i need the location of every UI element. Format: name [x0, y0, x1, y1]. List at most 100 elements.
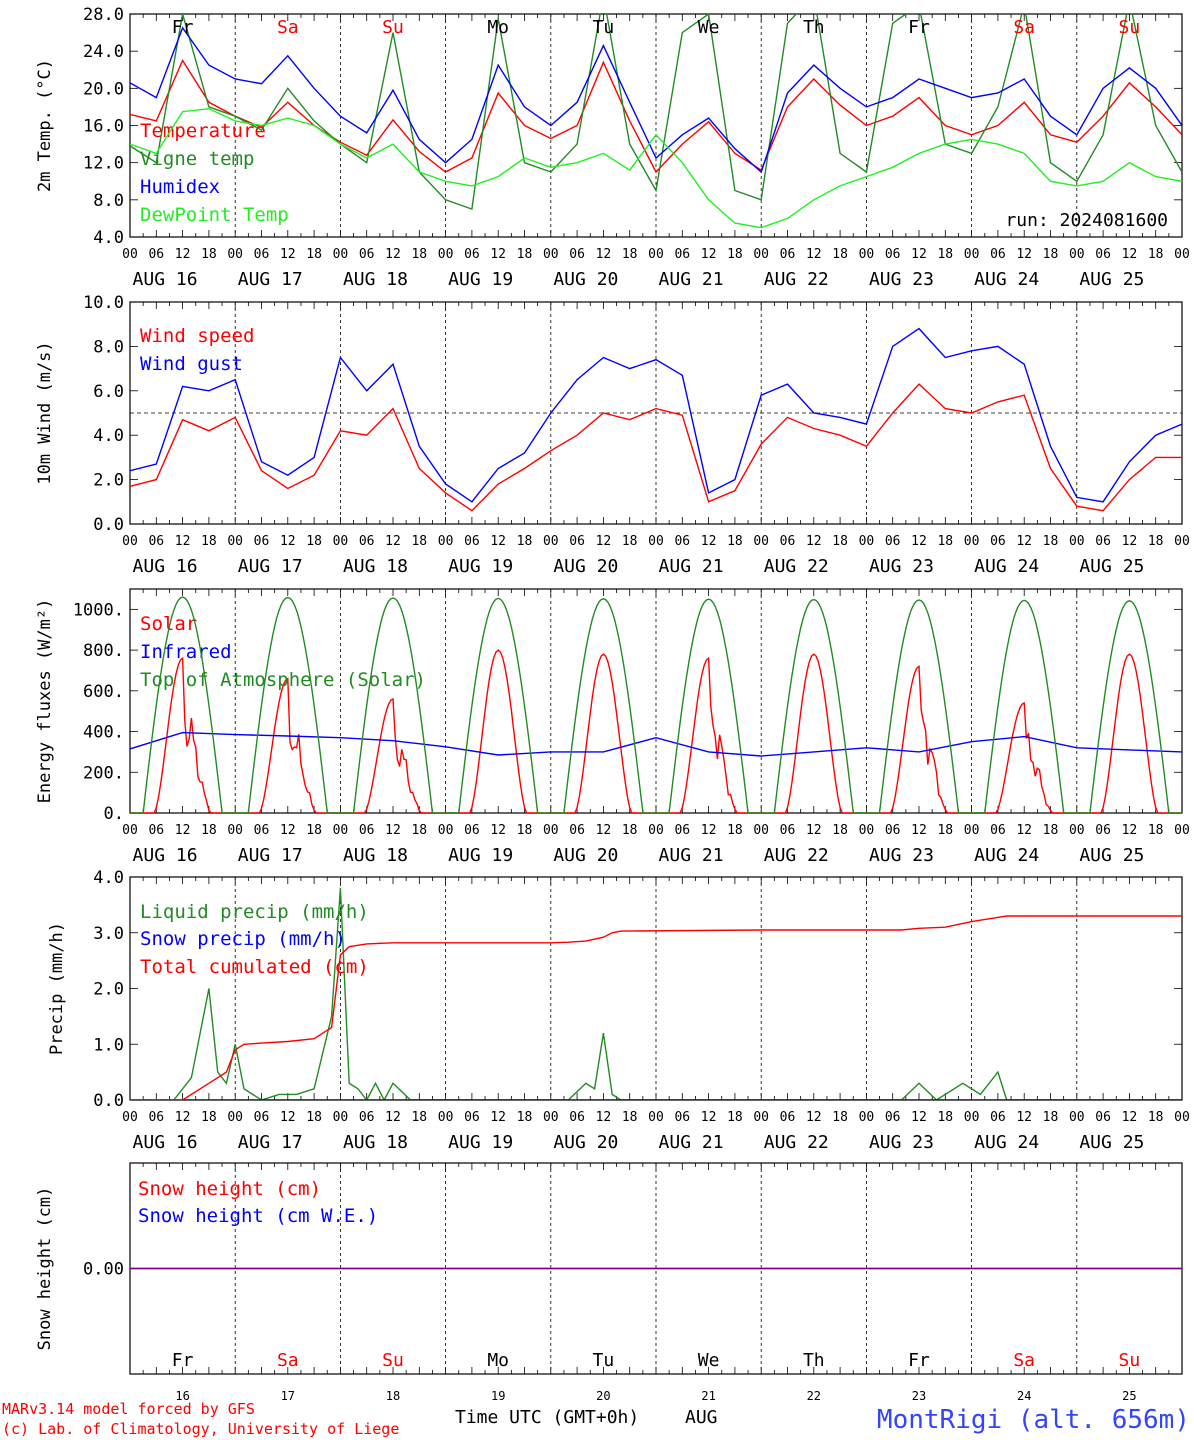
hour-label: 12 [175, 247, 191, 262]
hour-label: 12 [385, 1110, 401, 1125]
hour-label: 18 [727, 534, 743, 549]
hour-label: 06 [780, 823, 796, 838]
hour-label: 18 [1043, 823, 1059, 838]
hour-label: 06 [674, 534, 690, 549]
hour-label: 12 [911, 823, 927, 838]
y-tick-label: 400. [83, 723, 124, 743]
hour-label: 12 [701, 1110, 717, 1125]
hour-label: 00 [964, 534, 980, 549]
hour-label: 06 [885, 823, 901, 838]
date-label: AUG 22 [764, 1132, 829, 1153]
day-abbr: We [698, 17, 720, 38]
date-label: AUG 23 [869, 845, 934, 866]
y-tick-label: 4.0 [93, 228, 124, 248]
hour-label: 06 [359, 534, 375, 549]
series-line-solar [130, 649, 1182, 813]
hour-label: 18 [411, 247, 427, 262]
hour-label: 06 [254, 247, 270, 262]
hour-label: 00 [122, 534, 138, 549]
hour-label: 00 [543, 1110, 559, 1125]
y-tick-label: 0.0 [93, 515, 124, 535]
date-label: AUG 19 [448, 556, 513, 577]
hour-label: 12 [701, 247, 717, 262]
legend-entry: Liquid precip (mm/h) [140, 901, 369, 923]
hour-label: 00 [753, 1110, 769, 1125]
hour-label: 00 [227, 1110, 243, 1125]
hour-label: 00 [438, 247, 454, 262]
day-number: 24 [1017, 1389, 1031, 1403]
series-line-total-cumulated-cm- [130, 915, 1182, 1100]
hour-label: 06 [464, 1110, 480, 1125]
month-label: AUG [685, 1407, 718, 1428]
hour-label: 12 [596, 1110, 612, 1125]
legend-entry: Wind speed [140, 325, 254, 347]
hour-label: 12 [280, 534, 296, 549]
day-number: 19 [491, 1389, 505, 1403]
y-tick-label: 0.00 [83, 1260, 124, 1280]
y-tick-label: 1000. [73, 600, 124, 620]
hour-label: 06 [359, 1110, 375, 1125]
date-label: AUG 21 [659, 845, 724, 866]
legend-entry: Temperature [140, 120, 266, 142]
day-abbr: Fr [172, 17, 194, 38]
day-number: 23 [912, 1389, 926, 1403]
day-abbr: Su [1119, 17, 1141, 38]
hour-label: 00 [753, 247, 769, 262]
hour-label: 18 [306, 823, 322, 838]
hour-label: 00 [648, 1110, 664, 1125]
hour-label: 06 [885, 1110, 901, 1125]
y-tick-label: 0.0 [93, 1091, 124, 1111]
date-label: AUG 16 [133, 845, 198, 866]
hour-label: 12 [280, 823, 296, 838]
hour-label: 12 [1016, 1110, 1032, 1125]
hour-label: 12 [1016, 247, 1032, 262]
hour-label: 18 [306, 534, 322, 549]
hour-label: 00 [1069, 823, 1085, 838]
hour-label: 18 [1148, 823, 1164, 838]
hour-label: 00 [859, 247, 875, 262]
hour-label: 12 [1016, 823, 1032, 838]
day-number: 17 [281, 1389, 295, 1403]
y-tick-label: 2.0 [93, 980, 124, 1000]
hour-label: 00 [543, 247, 559, 262]
hour-label: 12 [911, 534, 927, 549]
day-abbr: Fr [908, 1350, 930, 1371]
hour-label: 00 [1174, 247, 1190, 262]
hour-label: 18 [1148, 1110, 1164, 1125]
hour-label: 06 [464, 534, 480, 549]
hour-label: 18 [832, 534, 848, 549]
date-label: AUG 18 [343, 556, 408, 577]
y-tick-label: 4.0 [93, 868, 124, 888]
date-label: AUG 24 [974, 269, 1039, 290]
hour-label: 12 [806, 1110, 822, 1125]
date-label: AUG 22 [764, 845, 829, 866]
hour-label: 00 [227, 823, 243, 838]
hour-label: 12 [806, 247, 822, 262]
hour-label: 06 [359, 247, 375, 262]
series-line-dewpoint-temp [130, 108, 1182, 229]
hour-label: 12 [385, 823, 401, 838]
hour-label: 00 [543, 534, 559, 549]
date-label: AUG 16 [133, 1132, 198, 1153]
hour-label: 18 [1043, 534, 1059, 549]
hour-label: 18 [306, 247, 322, 262]
hour-label: 06 [885, 534, 901, 549]
day-number: 20 [596, 1389, 610, 1403]
date-label: AUG 21 [659, 556, 724, 577]
hour-label: 18 [411, 823, 427, 838]
legend-entry: Top of Atmosphere (Solar) [140, 669, 426, 691]
hour-label: 12 [175, 534, 191, 549]
y-tick-label: 10.0 [83, 293, 124, 313]
hour-label: 18 [517, 823, 533, 838]
hour-label: 00 [333, 823, 349, 838]
hour-label: 06 [1095, 247, 1111, 262]
series-line-wind-gust [130, 327, 1182, 503]
y-tick-label: 3.0 [93, 924, 124, 944]
legend-entry: Snow height (cm) [138, 1178, 321, 1200]
hour-label: 00 [333, 534, 349, 549]
hour-label: 06 [569, 247, 585, 262]
hour-label: 12 [1122, 1110, 1138, 1125]
hour-label: 18 [832, 1110, 848, 1125]
y-tick-label: 4.0 [93, 426, 124, 446]
hour-label: 06 [359, 823, 375, 838]
